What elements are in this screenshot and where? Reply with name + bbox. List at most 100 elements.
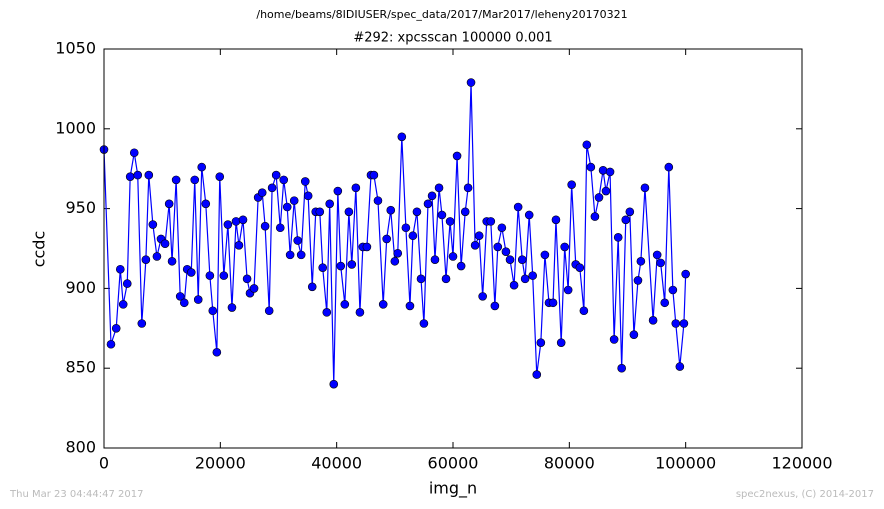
data-point [351, 183, 361, 193]
data-point [548, 298, 558, 308]
y-tick-label: 900 [65, 278, 96, 297]
data-point [296, 250, 306, 260]
data-point [408, 231, 418, 241]
data-point [501, 247, 511, 256]
data-point [234, 241, 244, 250]
data-point [540, 250, 550, 260]
y-tick-label: 1050 [55, 39, 96, 58]
data-point [448, 252, 458, 261]
data-point [460, 207, 470, 217]
data-point [293, 236, 302, 245]
data-point [397, 132, 407, 142]
data-point [536, 338, 546, 347]
data-point [242, 274, 252, 284]
data-point [148, 220, 158, 229]
data-point [648, 316, 658, 325]
x-tick-label: 0 [99, 454, 109, 473]
data-point [474, 231, 484, 241]
data-point [133, 170, 143, 180]
data-point [412, 207, 422, 217]
data-point [193, 295, 203, 304]
data-point [160, 239, 170, 249]
data-point [171, 175, 181, 185]
data-point [122, 279, 132, 288]
data-point [437, 210, 447, 220]
data-point [205, 271, 215, 280]
data-point [452, 151, 462, 161]
data-point [633, 276, 643, 285]
data-point [470, 241, 480, 250]
data-point [333, 186, 343, 196]
data-point [636, 256, 646, 266]
data-point [563, 285, 573, 295]
data-point [664, 162, 674, 172]
data-point [652, 250, 662, 260]
data-point [617, 363, 626, 373]
data-point [490, 301, 500, 311]
x-tick-label: 80000 [544, 454, 595, 473]
data-point [393, 248, 403, 258]
data-point [609, 335, 619, 344]
x-axis-label: img_n [429, 479, 477, 499]
suptitle: /home/beams/8IDIUSER/spec_data/2017/Mar2… [256, 8, 627, 21]
data-point [275, 223, 285, 233]
data-point [369, 170, 379, 180]
data-point [208, 306, 218, 316]
data-point [289, 196, 299, 205]
data-point [164, 199, 174, 209]
data-point [594, 193, 604, 202]
data-point [106, 339, 116, 349]
data-point [129, 148, 139, 158]
data-point [520, 274, 530, 284]
y-axis-label: ccdc [30, 231, 49, 268]
x-tick-label: 40000 [311, 454, 362, 473]
x-tick-label: 120000 [771, 454, 832, 473]
data-point [340, 300, 350, 309]
data-point [497, 223, 507, 233]
data-point [141, 255, 151, 264]
data-point [118, 300, 128, 309]
data-point [115, 264, 125, 274]
data-point [681, 269, 690, 279]
data-point [567, 180, 576, 189]
data-point [190, 175, 200, 185]
data-point [463, 183, 473, 193]
data-point [582, 140, 592, 150]
data-point [144, 170, 154, 180]
data-point [423, 199, 433, 209]
data-point [445, 217, 455, 226]
data-point [419, 319, 429, 328]
data-point [238, 215, 248, 225]
data-point [260, 221, 270, 231]
data-point [629, 330, 639, 339]
data-point [671, 319, 681, 328]
data-point [382, 234, 391, 244]
data-point [532, 370, 542, 379]
chart-title: #292: xpcsscan 100000 0.001 [353, 31, 552, 46]
data-point [401, 223, 411, 233]
data-point [513, 202, 523, 212]
data-point [175, 292, 185, 301]
data-point [613, 233, 623, 242]
data-point [125, 172, 135, 181]
data-point [111, 323, 121, 333]
data-point [223, 220, 233, 229]
data-point [179, 298, 189, 308]
data-point [315, 207, 325, 217]
data-point [598, 165, 608, 175]
data-point [231, 217, 241, 226]
data-point [466, 78, 476, 87]
y-tick-label: 950 [65, 198, 96, 217]
data-point [303, 191, 313, 201]
data-point [505, 255, 515, 264]
data-point [579, 306, 589, 316]
data-point [524, 210, 534, 220]
y-tick-label: 850 [65, 358, 96, 377]
y-tick-label: 800 [65, 438, 96, 457]
data-point [257, 188, 267, 197]
data-point [362, 242, 372, 252]
data-point [347, 260, 357, 269]
data-point [267, 183, 277, 193]
data-point [152, 252, 162, 261]
